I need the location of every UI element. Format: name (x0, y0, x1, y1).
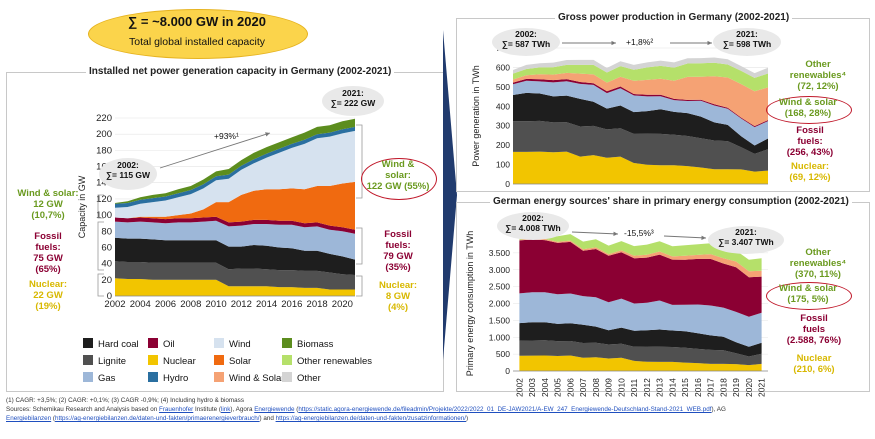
legend-label: Oil (163, 339, 175, 350)
header-subtitle: Total global installed capacity (129, 36, 265, 48)
tr-label-nuclear: Nuclear: (69, 12%) (789, 161, 831, 183)
br-label-fossil: Fossil fuels (2.588, 76%) (786, 313, 842, 346)
transition-arrow (443, 30, 457, 360)
tr-note-end: 2021: ∑= 598 TWh (722, 29, 772, 49)
legend-swatch (282, 372, 292, 382)
left-note-end: 2021: ∑= 222 GW (330, 88, 376, 108)
left-chart-title: Installed net power generation capacity … (86, 66, 395, 77)
legend-item-solar: Solar (214, 355, 251, 367)
link-frauenhofer[interactable]: Frauenhofer (158, 406, 194, 413)
left-label-windsolar-start: Wind & solar: 12 GW (10,7%) (17, 188, 79, 221)
left-label-fossil-end: Fossil fuels: 79 GW (35%) (383, 229, 413, 273)
footnote-text: ( (51, 415, 56, 422)
legend-swatch (83, 355, 93, 365)
legend-swatch (83, 338, 93, 348)
legend-swatch (83, 372, 93, 382)
footnote-text: ) (466, 415, 469, 422)
br-label-other-ren: Other renewables⁴ (370, 11%) (789, 247, 847, 280)
legend-label: Biomass (297, 339, 334, 350)
legend-label: Hydro (163, 373, 189, 384)
top-right-title: Gross power production in Germany (2002-… (555, 12, 793, 23)
link-link[interactable]: link (220, 406, 231, 413)
legend-item-other_renewables: Other renewables (282, 355, 372, 367)
br-end-cloud (708, 226, 784, 254)
footnote-text: Institute ( (193, 406, 221, 413)
tr-windsolar-oval (766, 96, 852, 124)
legend-swatch (282, 355, 292, 365)
tr-cagr: +1,8%² (626, 37, 654, 47)
footnote-text: ) and (259, 415, 276, 422)
tr-label-other-ren: Other renewables⁴ (72, 12%) (789, 59, 847, 92)
left-label-nuclear-start: Nuclear: 22 GW (19%) (28, 279, 67, 312)
tr-note-start: 2002: ∑= 587 TWh (501, 29, 551, 49)
legend-item-wind: Wind (214, 338, 251, 350)
footnote-3: Energiebilanzen (https://ag-energiebilan… (6, 415, 468, 423)
header-sum: ∑ = ~8.000 GW in 2020 (128, 14, 266, 29)
left-label-fossil-start: Fossil fuels: 75 GW (65%) (33, 231, 63, 275)
tr-end-cloud (713, 28, 781, 56)
tr-label-windsolar: Wind & solar (168, 28%) (779, 97, 837, 119)
legend-item-biomass: Biomass (282, 338, 333, 350)
legend-label: Solar (229, 356, 252, 367)
legend-label: Gas (98, 373, 116, 384)
legend-item-other: Other (282, 372, 321, 384)
legend-item-oil: Oil (148, 338, 175, 350)
footnote-text: Sources: Schemikau Research and Analysis… (6, 406, 159, 413)
left-windsolar-oval (361, 158, 437, 200)
br-note-start: 2002: ∑= 4.008 TWh (505, 213, 561, 233)
bottom-right-title: German energy sources' share in primary … (490, 196, 852, 207)
link-energiewende[interactable]: Energiewende (254, 406, 295, 413)
link-zusatzinfo[interactable]: https://ag-energiebilanzen.de/daten-und-… (275, 415, 467, 422)
legend-swatch (148, 338, 158, 348)
br-windsolar-oval (766, 282, 852, 310)
legend-label: Lignite (98, 356, 126, 367)
left-note-start: 2002: ∑= 115 GW (105, 160, 151, 180)
link-agora-pdf[interactable]: https://static.agora-energiewende.de/fil… (298, 406, 712, 413)
br-label-nuclear: Nuclear (210, 6%) (793, 353, 835, 375)
left-cagr: +93%¹ (214, 131, 239, 141)
footnote-text: ( (294, 406, 299, 413)
legend-item-wind_solar: Wind & Solar (214, 372, 284, 384)
link-energiebilanzen[interactable]: Energiebilanzen (6, 415, 52, 422)
left-label-nuclear-end: Nuclear: 8 GW (4%) (378, 280, 417, 313)
br-note-end: 2021: ∑= 3.407 TWh (718, 227, 774, 247)
legend-item-gas: Gas (83, 372, 115, 384)
left-start-cloud (99, 158, 157, 190)
tr-start-cloud (492, 28, 560, 56)
footnote-text: ), Agora (230, 406, 255, 413)
left-end-cloud (322, 86, 384, 116)
legend-swatch (214, 372, 224, 382)
legend-label: Hard coal (98, 339, 139, 350)
legend-swatch (214, 338, 224, 348)
footnote-1: (1) CAGR: +3,5%; (2) CAGR: +0,1%; (3) CA… (6, 397, 244, 404)
legend-label: Other renewables (297, 356, 372, 367)
br-cagr: -15,5%³ (624, 228, 654, 238)
footnote-2: Sources: Schemikau Research and Analysis… (6, 406, 726, 414)
tr-label-fossil: Fossil fuels: (256, 43%) (786, 125, 834, 158)
legend-label: Wind (229, 339, 251, 350)
legend-label: Wind & Solar (229, 373, 285, 384)
legend-item-nuclear: Nuclear (148, 355, 196, 367)
br-label-windsolar: Wind & solar (175, 5%) (779, 283, 837, 305)
legend-label: Nuclear (163, 356, 196, 367)
br-start-cloud (497, 212, 569, 240)
legend-item-hard_coal: Hard coal (83, 338, 139, 350)
legend-swatch (214, 355, 224, 365)
link-primaerenergie[interactable]: https://ag-energiebilanzen.de/daten-und-… (55, 415, 260, 422)
legend-swatch (282, 338, 292, 348)
legend-item-lignite: Lignite (83, 355, 126, 367)
legend-label: Other (297, 373, 321, 384)
legend-swatch (148, 372, 158, 382)
footnote-text: ), AG (711, 406, 726, 413)
header-ellipse (88, 9, 308, 59)
legend-swatch (148, 355, 158, 365)
legend-item-hydro: Hydro (148, 372, 188, 384)
left-label-windsolar-end: Wind & solar: 122 GW (55%) (366, 159, 430, 192)
